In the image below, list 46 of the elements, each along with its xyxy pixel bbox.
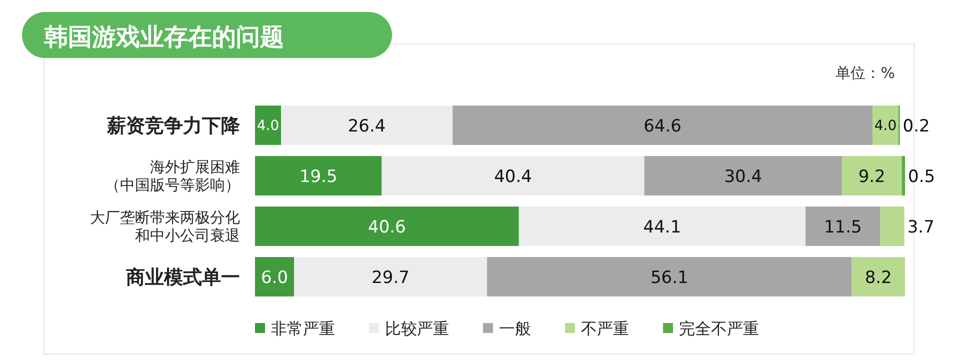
- legend-label: 完全不严重: [679, 319, 759, 338]
- data-label: 40.6: [368, 217, 406, 238]
- bar: [281, 106, 453, 145]
- data-label: 11.5: [824, 217, 862, 238]
- y-tick-label: 海外扩展困难（中国版号等影响）: [105, 158, 240, 194]
- bar: [852, 257, 905, 296]
- data-label: 4.0: [256, 118, 280, 134]
- text: 单位：%: [836, 64, 895, 82]
- bar: [255, 257, 294, 296]
- data-label: 0.2: [902, 116, 930, 136]
- bar: [255, 206, 519, 246]
- bar: [255, 156, 382, 196]
- data-label: 3.7: [907, 217, 934, 238]
- y-tick-label: 薪资竞争力下降: [106, 114, 241, 137]
- bar: [452, 106, 872, 145]
- chart-title: 韩国游戏业存在的问题: [43, 23, 284, 51]
- bar: [382, 156, 644, 196]
- legend-label: 不严重: [581, 319, 629, 338]
- bar: [644, 156, 842, 196]
- data-label: 44.1: [643, 217, 682, 238]
- bar: [902, 156, 905, 196]
- data-label: 9.2: [858, 166, 886, 187]
- data-label: 40.4: [494, 166, 532, 187]
- data-label: 56.1: [650, 268, 688, 288]
- data-label: 19.5: [299, 166, 338, 187]
- legend-label: 非常严重: [271, 319, 335, 338]
- bar: [518, 206, 806, 246]
- data-label: 6.0: [260, 268, 288, 288]
- bar: [294, 257, 488, 296]
- bar: [255, 106, 281, 145]
- bar: [842, 156, 902, 196]
- legend-label: 一般: [499, 319, 531, 338]
- data-label: 4.0: [874, 118, 897, 134]
- data-label: 26.4: [348, 116, 386, 136]
- bar: [487, 257, 852, 296]
- data-label: 0.5: [908, 166, 936, 187]
- y-tick-label: 大厂垄断带来两极分化和中小公司衰退: [90, 208, 240, 244]
- bar: [880, 206, 904, 246]
- data-label: 29.7: [372, 268, 410, 288]
- y-tick-label: 商业模式单一: [125, 266, 240, 288]
- data-label: 64.6: [644, 116, 682, 136]
- data-label: 30.4: [724, 166, 762, 187]
- legend-label: 比较严重: [385, 319, 449, 338]
- bar: [872, 106, 898, 145]
- bar: [806, 206, 880, 246]
- data-label: 8.2: [864, 268, 892, 288]
